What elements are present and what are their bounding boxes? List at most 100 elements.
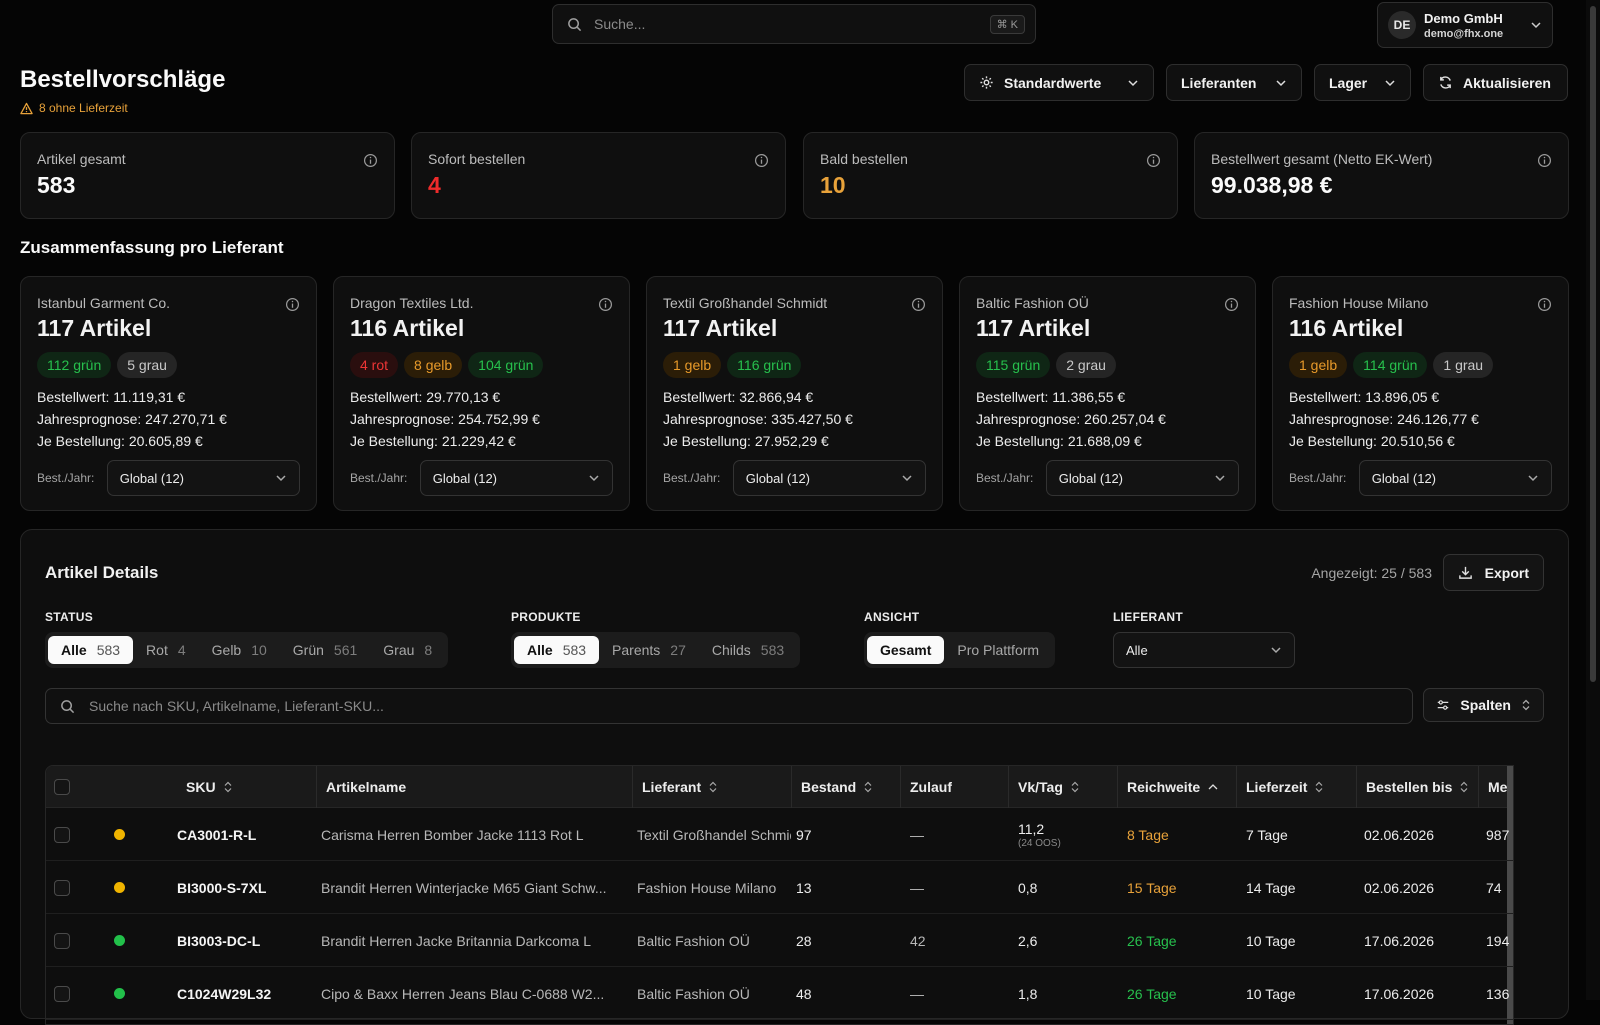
status-count-badge: 1 gelb (1289, 352, 1348, 378)
cell-order-by: 17.06.2026 (1364, 985, 1435, 1002)
column-header-10[interactable]: Men (1488, 766, 1513, 808)
article-details-panel: Artikel Details Angezeigt: 25 / 583 Expo… (20, 529, 1569, 1025)
supplier-name: Fashion House Milano (1289, 295, 1429, 311)
table-row[interactable]: BI3003-DC-L Brandit Herren Jacke Britann… (46, 914, 1513, 967)
chevron-down-icon (1276, 79, 1286, 86)
row-checkbox[interactable] (54, 985, 70, 1002)
column-separator (632, 766, 633, 808)
status-count-badge: 4 rot (350, 352, 399, 378)
page-scrollbar[interactable] (1586, 0, 1600, 1000)
cell-order-by: 17.06.2026 (1364, 932, 1435, 949)
status-count-badge: 112 grün (37, 352, 112, 378)
orders-per-year-select[interactable]: Global (12) (106, 460, 300, 496)
table-scrollbar-thumb[interactable] (1507, 766, 1513, 1024)
column-header-1[interactable]: SKU (186, 766, 232, 808)
info-icon[interactable] (1537, 297, 1552, 312)
global-search[interactable]: Suche... ⌘ K (552, 4, 1036, 44)
page-title: Bestellvorschläge (20, 66, 226, 93)
defaults-button[interactable]: Standardwerte (964, 64, 1154, 101)
cell-article-name: Cipo & Baxx Herren Jeans Blau C-0688 W2.… (321, 985, 605, 1002)
cell-oos-note: (24 OOS) (1018, 837, 1061, 849)
info-icon[interactable] (1146, 153, 1161, 168)
filter-option-grau[interactable]: Grau 8 (370, 636, 445, 664)
supplier-article-count: 117 Artikel (976, 315, 1091, 341)
columns-label: Spalten (1460, 697, 1511, 713)
columns-button[interactable]: Spalten (1423, 688, 1544, 722)
orders-per-year-select[interactable]: Global (12) (1045, 460, 1239, 496)
cell-article-name: Brandit Herren Jacke Britannia Darkcoma … (321, 932, 592, 949)
cell-stock: 48 (796, 985, 812, 1002)
table-row[interactable]: C1024W29L32 Cipo & Baxx Herren Jeans Bla… (46, 967, 1513, 1020)
table-row[interactable]: BI3000-S-7XL Brandit Herren Winterjacke … (46, 861, 1513, 914)
select-all-checkbox[interactable] (54, 779, 70, 795)
column-header-2[interactable]: Artikelname (326, 766, 406, 808)
table-search-input[interactable]: Suche nach SKU, Artikelname, Lieferant-S… (45, 688, 1413, 724)
column-separator (1117, 766, 1118, 808)
column-separator (1236, 766, 1237, 808)
filter-option-gelb[interactable]: Gelb 10 (199, 636, 280, 664)
column-header-6[interactable]: Vk/Tag (1018, 766, 1079, 808)
column-header-3[interactable]: Lieferant (642, 766, 717, 808)
status-count-badge: 1 grau (1433, 352, 1494, 378)
export-button[interactable]: Export (1442, 554, 1544, 591)
scrollbar-thumb[interactable] (1590, 6, 1596, 682)
row-checkbox[interactable] (54, 879, 70, 896)
cell-sku[interactable]: CA3001-R-L (177, 826, 257, 843)
supplier-select-value: Alle (1126, 642, 1148, 658)
orders-per-year-value: Global (12) (432, 470, 498, 486)
info-icon[interactable] (363, 153, 378, 168)
filter-option-alle[interactable]: Alle 583 (514, 636, 600, 664)
column-header-9[interactable]: Bestellen bis (1366, 766, 1468, 808)
supplier-per-order: Je Bestellung: 21.688,09 € (976, 433, 1142, 449)
column-header-label: Artikelname (326, 779, 407, 795)
chevron-down-icon (1531, 22, 1541, 29)
warning-text: 8 ohne Lieferzeit (39, 101, 128, 115)
defaults-label: Standardwerte (1004, 74, 1102, 91)
warehouse-filter-button[interactable]: Lager (1314, 64, 1411, 101)
suppliers-filter-button[interactable]: Lieferanten (1166, 64, 1302, 101)
info-icon[interactable] (598, 297, 613, 312)
search-placeholder: Suche... (594, 16, 646, 32)
refresh-button[interactable]: Aktualisieren (1423, 64, 1568, 101)
supplier-card: Baltic Fashion OÜ 117 Artikel 115 grün 2 … (959, 276, 1256, 511)
filter-option-gesamt[interactable]: Gesamt (867, 636, 945, 664)
info-icon[interactable] (285, 297, 300, 312)
supplier-per-order: Je Bestellung: 20.605,89 € (37, 433, 203, 449)
orders-per-year-label: Best./Jahr: (1289, 471, 1347, 485)
orders-per-year-select[interactable]: Global (12) (419, 460, 613, 496)
filter-option-grün[interactable]: Grün 561 (280, 636, 370, 664)
column-header-8[interactable]: Lieferzeit (1246, 766, 1323, 808)
orders-per-year-select[interactable]: Global (12) (732, 460, 926, 496)
cell-order-by: 02.06.2026 (1364, 879, 1435, 896)
filter-option-childs[interactable]: Childs 583 (699, 636, 797, 664)
kpi-label: Artikel gesamt (37, 151, 126, 167)
orders-per-year-select[interactable]: Global (12) (1358, 460, 1552, 496)
user-menu[interactable]: DE Demo GmbH demo@fhx.one (1377, 2, 1553, 48)
filter-option-pro-plattform[interactable]: Pro Plattform (944, 636, 1052, 664)
cell-sales-per-day: 11,2 (1018, 820, 1045, 837)
cell-sku[interactable]: BI3000-S-7XL (177, 879, 267, 896)
warning-icon (20, 102, 33, 114)
column-header-5[interactable]: Zulauf (910, 766, 952, 808)
cell-sku[interactable]: C1024W29L32 (177, 985, 272, 1002)
info-icon[interactable] (754, 153, 769, 168)
filter-option-alle[interactable]: Alle 583 (48, 636, 134, 664)
supplier-select[interactable]: Alle (1113, 632, 1295, 668)
cell-sku[interactable]: BI3003-DC-L (177, 932, 261, 949)
row-checkbox[interactable] (54, 932, 70, 949)
info-icon[interactable] (911, 297, 926, 312)
info-icon[interactable] (1537, 153, 1552, 168)
filter-option-parents[interactable]: Parents 27 (599, 636, 699, 664)
table-header: SKU Artikelname Lieferant Bestand Zulauf Vk/T… (46, 766, 1513, 808)
row-checkbox[interactable] (54, 826, 70, 843)
cell-lead-time: 10 Tage (1246, 985, 1296, 1002)
status-count-badge: 104 grün (468, 352, 544, 378)
table-scrollbar[interactable] (1507, 766, 1513, 1024)
info-icon[interactable] (1224, 297, 1239, 312)
table-row[interactable]: CA3001-R-L Carisma Herren Bomber Jacke 1… (46, 808, 1513, 861)
filter-option-rot[interactable]: Rot 4 (133, 636, 199, 664)
kpi-label: Sofort bestellen (428, 151, 526, 167)
column-header-7[interactable]: Reichweite (1127, 766, 1218, 808)
kpi-value: 99.038,98 € (1211, 172, 1333, 198)
column-header-4[interactable]: Bestand (801, 766, 872, 808)
